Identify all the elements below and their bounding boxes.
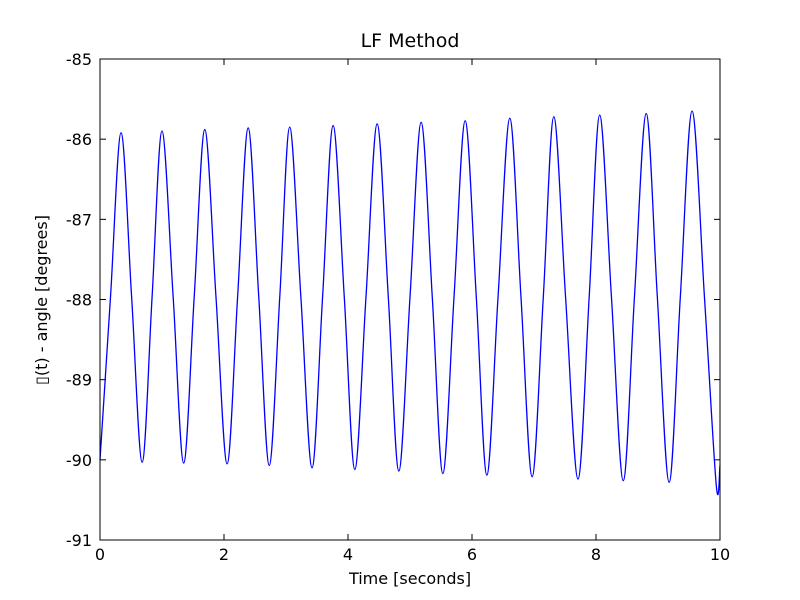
y-tick-label: -90 — [66, 451, 92, 470]
y-tick-label: -89 — [66, 371, 92, 390]
y-tick-label: -86 — [66, 130, 92, 149]
x-axis-label: Time [seconds] — [348, 569, 471, 588]
x-tick-label: 10 — [710, 545, 730, 564]
y-tick-label: -87 — [66, 210, 92, 229]
x-tick-label: 4 — [343, 545, 353, 564]
x-tick-label: 8 — [591, 545, 601, 564]
data-line — [99, 110, 721, 496]
y-tick-label: -91 — [66, 531, 92, 550]
x-tick-label: 6 — [467, 545, 477, 564]
plot-frame — [99, 58, 721, 541]
y-tick-label: -88 — [66, 291, 92, 310]
x-tick-label: 0 — [95, 545, 105, 564]
chart-title: LF Method — [361, 30, 460, 52]
x-tick-label: 2 — [219, 545, 229, 564]
y-axis-label: ▯(t) - angle [degrees] — [32, 215, 51, 385]
y-tick-label: -85 — [66, 50, 92, 69]
